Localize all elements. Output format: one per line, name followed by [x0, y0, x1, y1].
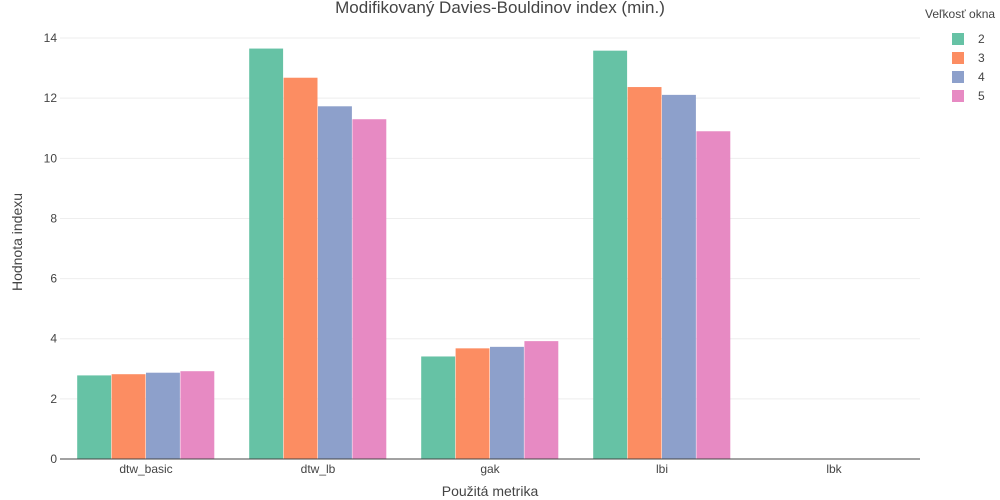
bar-dtw_lb-5[interactable]: [352, 119, 387, 460]
bar-dtw_basic-5[interactable]: [180, 371, 215, 459]
x-tick-labels: dtw_basic dtw_lb gak lbi lbk: [119, 462, 842, 476]
bar-lbi-2[interactable]: [593, 50, 628, 460]
y-tick-label: 12: [44, 91, 58, 105]
x-tick-label: lbi: [656, 462, 668, 476]
grid-layer: [60, 37, 920, 400]
bar-gak-2[interactable]: [421, 356, 456, 459]
legend-label: 2: [978, 32, 985, 46]
x-axis-title: Použitá metrika: [442, 483, 539, 499]
bar-dtw_lb-3[interactable]: [283, 77, 318, 459]
bar-gak-3[interactable]: [455, 348, 490, 459]
y-tick-label: 6: [50, 272, 57, 286]
legend-item-3[interactable]: 3: [952, 51, 985, 65]
bars-layer: [77, 48, 731, 460]
legend-swatch: [952, 33, 964, 45]
bar-dtw_lb-2[interactable]: [249, 48, 284, 460]
bar-dtw_lb-4[interactable]: [318, 106, 352, 460]
bar-gak-4[interactable]: [490, 346, 524, 459]
y-tick-label: 4: [50, 332, 57, 346]
legend-title: Veľkosť okna: [925, 7, 995, 21]
y-tick-labels: 0 2 4 6 8 10 12 14: [44, 31, 58, 466]
x-tick-label: lbk: [826, 462, 842, 476]
chart-title: Modifikovaný Davies-Bouldinov index (min…: [335, 0, 665, 17]
legend-item-5[interactable]: 5: [952, 89, 985, 103]
bar-dtw_basic-4[interactable]: [146, 372, 180, 459]
legend-label: 4: [978, 70, 985, 84]
legend-item-2[interactable]: 2: [952, 32, 985, 46]
legend-label: 5: [978, 89, 985, 103]
y-tick-label: 8: [50, 211, 57, 225]
bar-gak-5[interactable]: [524, 341, 559, 459]
y-axis-title: Hodnota indexu: [9, 193, 25, 291]
legend-items[interactable]: 2 3 4 5: [952, 32, 985, 103]
legend[interactable]: Veľkosť okna 2 3 4 5: [925, 7, 995, 103]
y-tick-label: 0: [50, 452, 57, 466]
bar-dtw_basic-2[interactable]: [77, 375, 112, 459]
x-tick-label: dtw_basic: [119, 462, 172, 476]
y-tick-label: 14: [44, 31, 58, 45]
legend-swatch: [952, 90, 964, 102]
legend-item-4[interactable]: 4: [952, 70, 985, 84]
legend-swatch: [952, 71, 964, 83]
legend-label: 3: [978, 51, 985, 65]
bar-lbi-4[interactable]: [662, 94, 696, 459]
x-tick-label: gak: [480, 462, 500, 476]
x-tick-label: dtw_lb: [301, 462, 336, 476]
bar-dtw_basic-3[interactable]: [111, 374, 146, 459]
legend-swatch: [952, 52, 964, 64]
bar-lbi-5[interactable]: [696, 131, 731, 459]
y-tick-label: 2: [50, 392, 57, 406]
y-tick-label: 10: [44, 151, 58, 165]
bar-lbi-3[interactable]: [627, 87, 662, 460]
